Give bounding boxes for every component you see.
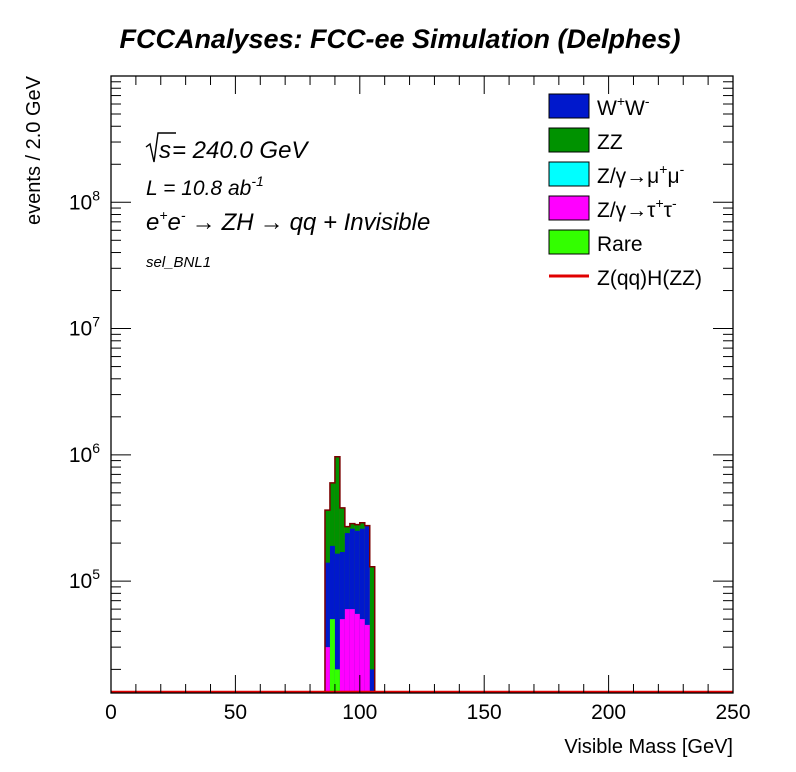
bar-z--5 <box>349 609 355 693</box>
x-tick-labels: 0 50 100 150 200 250 <box>105 701 750 724</box>
y-axis-label: events / 2.0 GeV <box>23 75 45 225</box>
sqrt-s-var: s <box>159 137 171 164</box>
legend-swatch-z- <box>548 161 590 187</box>
bar-z--8 <box>364 624 370 693</box>
x-tick-label: 100 <box>342 701 377 724</box>
legend-swatch-zz <box>548 127 590 153</box>
annotation-sqrt-s: s = 240.0 GeV <box>145 132 309 164</box>
x-axis-label: Visible Mass [GeV] <box>564 736 733 758</box>
legend-swatch-z- <box>548 195 590 221</box>
bar-w-w--9 <box>369 669 375 693</box>
bar-zz-9 <box>369 566 375 693</box>
bar-w-w--0 <box>324 562 330 693</box>
chart-title: FCCAnalyses: FCC-ee Simulation (Delphes) <box>119 24 680 54</box>
legend-swatch-rare <box>548 229 590 255</box>
bar-z--0 <box>324 647 330 693</box>
bar-z--4 <box>344 609 350 693</box>
bar-w-w--2 <box>334 553 340 693</box>
sqrt-s-value: = 240.0 GeV <box>172 137 309 164</box>
legend-label-z-: Z/γ→τ+τ- <box>597 195 677 222</box>
y-tick-label: 106 <box>69 440 100 467</box>
bar-rare-2 <box>334 669 340 693</box>
stack-outline <box>324 456 376 693</box>
x-tick-label: 0 <box>105 701 117 724</box>
x-tick-label: 150 <box>467 701 502 724</box>
legend-label-zz: ZZ <box>597 131 623 154</box>
legend-swatch-w-w- <box>548 93 590 119</box>
legend-label-z-qq-h-zz-: Z(qq)H(ZZ) <box>597 267 702 290</box>
axis-ticks <box>110 76 734 693</box>
bar-w-w--7 <box>359 528 365 693</box>
y-tick-label: 107 <box>69 314 100 341</box>
bar-w-w--8 <box>364 525 370 693</box>
y-tick-label: 108 <box>69 187 100 214</box>
y-tick-label: 105 <box>69 566 100 593</box>
legend-label-rare: Rare <box>597 233 643 256</box>
x-tick-label: 250 <box>715 701 750 724</box>
annotation-selection: sel_BNL1 <box>146 254 211 271</box>
bar-rare-1 <box>329 619 335 693</box>
legend-label-z-: Z/γ→μ+μ- <box>597 161 685 188</box>
legend-label-w-w-: W+W- <box>597 93 650 120</box>
sqrt-symbol-icon <box>145 132 176 163</box>
bar-z--6 <box>354 613 360 693</box>
bar-z--7 <box>359 619 365 693</box>
annotation-lumi: L = 10.8 ab-1 <box>146 173 264 200</box>
x-tick-label: 50 <box>224 701 247 724</box>
histogram-bars <box>324 456 376 693</box>
y-tick-labels: 105 106 107 108 <box>69 187 100 593</box>
legend: W+W- ZZ Z/γ→μ+μ- Z/γ→τ+τ- Rare Z(qq)H(ZZ) <box>548 93 702 290</box>
x-tick-label: 200 <box>591 701 626 724</box>
plot-frame <box>110 75 734 694</box>
annotation-process: e+e- → ZH → qq + Invisible <box>146 207 430 236</box>
bar-w-w--6 <box>354 530 360 693</box>
bar-z--3 <box>339 619 345 693</box>
